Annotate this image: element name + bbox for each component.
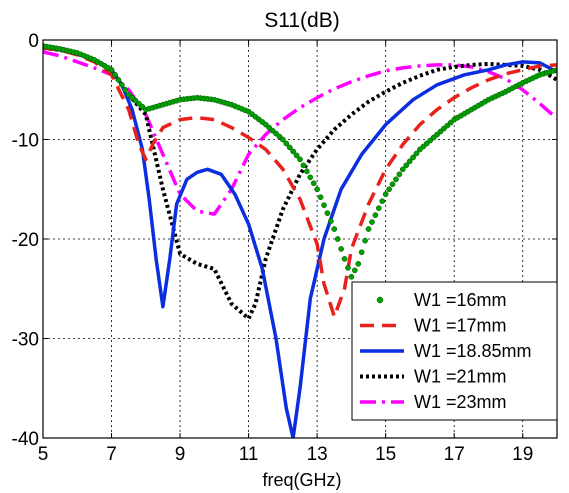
data-point	[286, 144, 293, 151]
x-tick-label: 15	[375, 444, 396, 465]
data-point	[290, 148, 296, 155]
data-point	[403, 162, 410, 169]
data-point	[122, 86, 129, 93]
data-point	[112, 71, 118, 78]
x-tick-label: 17	[444, 444, 465, 465]
data-point	[399, 166, 406, 173]
legend: W1 =16mm W1 =17mm W1 =18.85mm W1 =21mm W1 =2…	[351, 281, 558, 421]
data-point	[351, 267, 358, 274]
data-point	[379, 198, 386, 205]
data-point	[355, 261, 362, 267]
series-layer	[43, 43, 557, 438]
data-point	[341, 256, 348, 262]
data-point	[310, 180, 317, 187]
data-point	[410, 154, 416, 161]
legend-label: W1 =16mm	[414, 290, 507, 310]
data-point	[324, 210, 331, 216]
data-point	[358, 249, 365, 256]
data-point	[300, 162, 307, 169]
x-tick-label: 5	[38, 444, 49, 465]
data-point	[413, 150, 420, 157]
data-point	[307, 174, 314, 181]
data-point	[393, 176, 399, 183]
data-point	[345, 265, 351, 271]
legend-label: W1 =18.85mm	[414, 341, 532, 361]
data-point	[304, 168, 310, 175]
data-point	[108, 67, 115, 73]
legend-label: W1 =17mm	[414, 316, 507, 336]
data-point	[297, 156, 303, 163]
data-point	[389, 181, 396, 188]
data-point	[375, 205, 382, 212]
series-1-line	[43, 46, 557, 319]
data-point	[314, 186, 320, 193]
data-point	[369, 219, 375, 225]
data-point	[372, 212, 379, 218]
data-point	[386, 186, 392, 193]
legend-marker	[376, 296, 384, 304]
y-tick-label: -40	[12, 429, 39, 450]
data-point	[283, 140, 290, 147]
series-3-line	[43, 46, 557, 321]
data-point	[382, 191, 389, 198]
x-tick-label: 7	[106, 444, 117, 465]
x-tick-label: 19	[512, 444, 533, 465]
data-point	[406, 158, 413, 165]
data-point	[334, 236, 341, 242]
x-axis-label: freq(GHz)	[262, 470, 341, 490]
legend-label: W1 =21mm	[414, 367, 507, 387]
data-point	[321, 202, 327, 209]
data-point	[362, 237, 368, 244]
x-tick-label: 9	[175, 444, 186, 465]
data-point	[396, 171, 403, 178]
data-point	[115, 76, 122, 83]
data-point	[554, 67, 557, 73]
x-tick-label: 13	[307, 444, 328, 465]
data-point	[317, 194, 324, 201]
series-4-line	[43, 50, 557, 216]
data-point	[365, 226, 372, 232]
data-point	[293, 152, 300, 159]
data-point	[327, 218, 334, 224]
chart-title: S11(dB)	[264, 9, 339, 32]
legend-label: W1 =23mm	[414, 392, 507, 412]
data-point	[118, 81, 125, 88]
data-point	[348, 273, 355, 280]
ticks: 5 7 9 11 13 15 17 19 0 -10 -20 -30 -40	[12, 31, 557, 465]
series-0-markers	[43, 43, 557, 280]
data-point	[280, 136, 286, 143]
y-tick-label: 0	[28, 31, 39, 52]
y-tick-label: -30	[12, 330, 39, 351]
y-tick-label: -20	[12, 230, 39, 251]
data-point	[331, 226, 338, 232]
data-point	[338, 246, 344, 252]
x-tick-label: 11	[239, 444, 259, 465]
y-tick-label: -10	[12, 131, 39, 152]
series-2-line	[43, 45, 557, 438]
